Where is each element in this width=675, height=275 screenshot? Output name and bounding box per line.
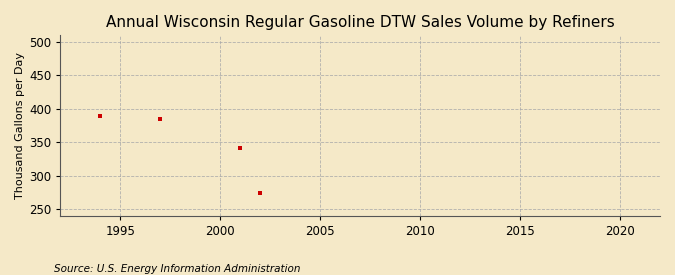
Y-axis label: Thousand Gallons per Day: Thousand Gallons per Day	[15, 52, 25, 199]
Title: Annual Wisconsin Regular Gasoline DTW Sales Volume by Refiners: Annual Wisconsin Regular Gasoline DTW Sa…	[106, 15, 615, 30]
Point	[235, 146, 246, 151]
Point	[95, 113, 106, 118]
Point	[155, 117, 166, 121]
Text: Source: U.S. Energy Information Administration: Source: U.S. Energy Information Administ…	[54, 264, 300, 274]
Point	[255, 190, 266, 195]
